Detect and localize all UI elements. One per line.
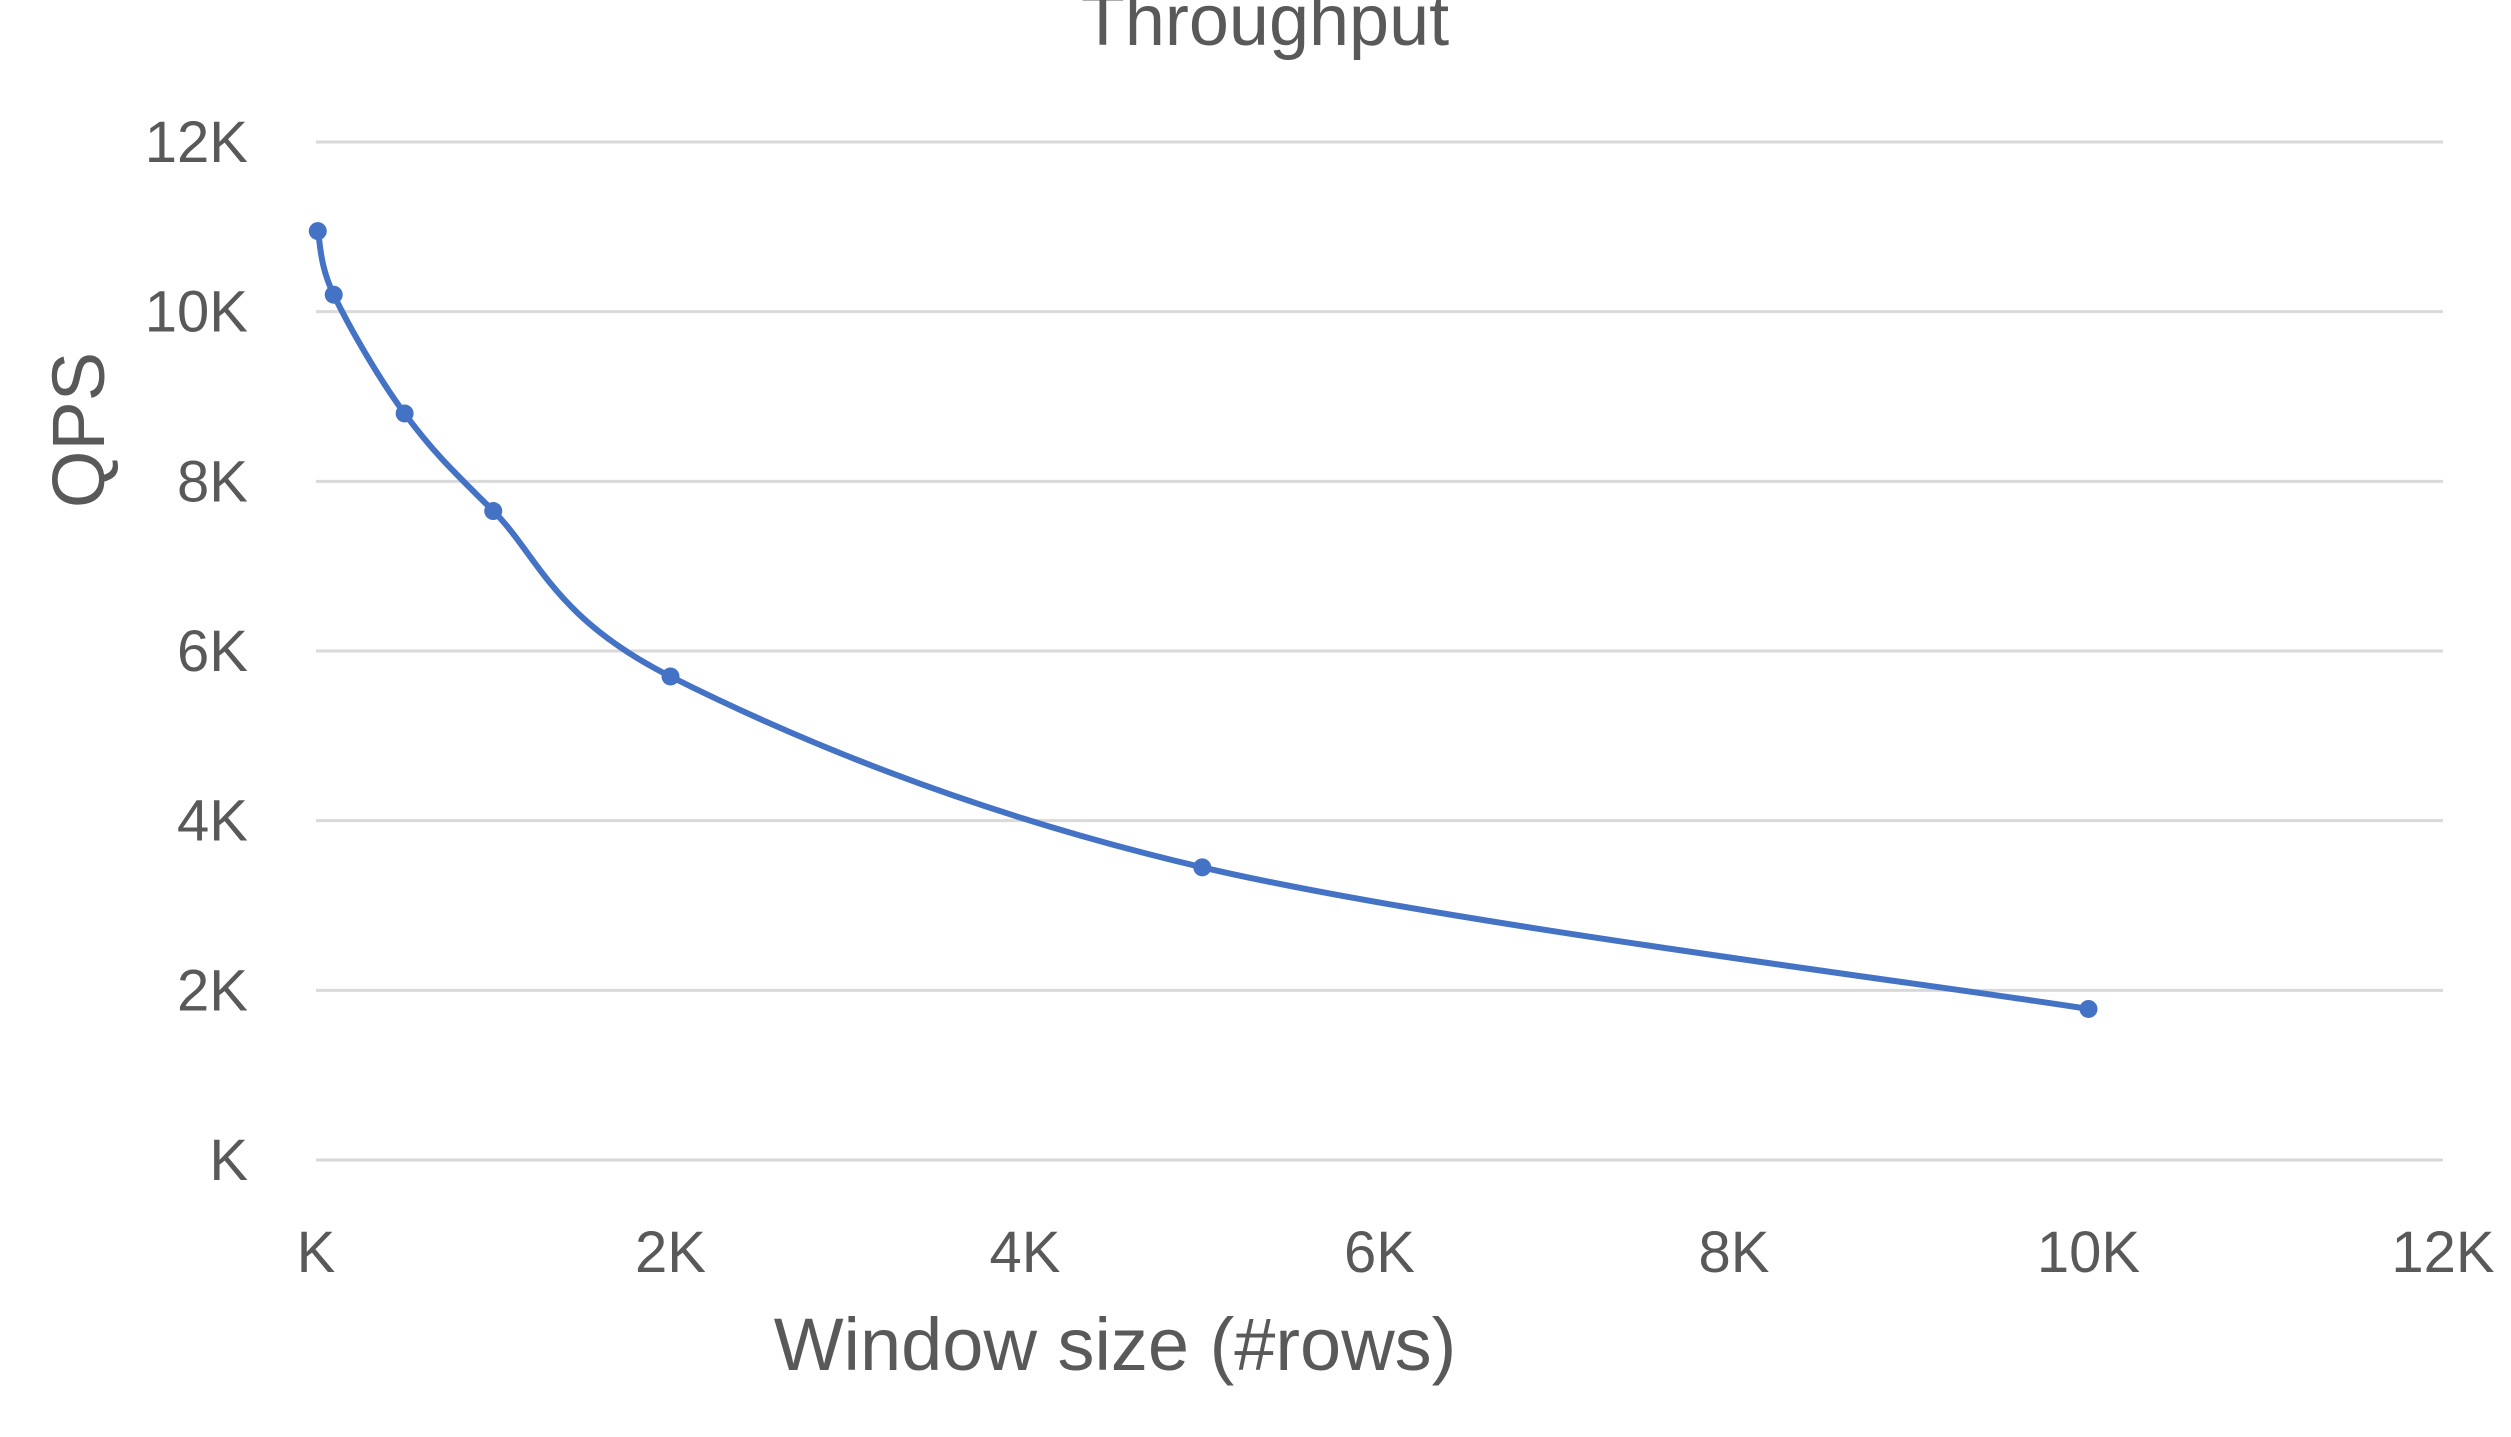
x-tick-label: 8K	[1699, 1220, 1770, 1285]
y-tick-label: 6K	[177, 619, 248, 684]
data-point	[395, 404, 414, 423]
y-axis-tick-labels: K 2K 4K 6K 8K 10K 12K	[145, 110, 249, 1193]
data-point	[1193, 858, 1212, 877]
y-tick-label: 10K	[145, 280, 249, 345]
chart-title: Throughput	[1081, 0, 1449, 61]
y-tick-label: 12K	[145, 110, 249, 175]
gridlines	[316, 140, 2443, 1162]
x-tick-label: 12K	[2391, 1220, 2495, 1285]
y-tick-label: 8K	[177, 449, 248, 514]
series-group	[308, 222, 2098, 1018]
x-tick-label: 10K	[2037, 1220, 2141, 1285]
x-tick-label: 4K	[990, 1220, 1061, 1285]
data-point	[484, 502, 503, 521]
data-point	[308, 222, 327, 241]
x-tick-label: 6K	[1344, 1220, 1415, 1285]
x-tick-label: 2K	[635, 1220, 706, 1285]
x-axis-tick-labels: K 2K 4K 6K 8K 10K 12K	[297, 1220, 2495, 1285]
x-axis-label: Window size (#rows)	[774, 1303, 1457, 1386]
data-point	[324, 285, 343, 304]
x-tick-label: K	[297, 1220, 336, 1285]
y-tick-label: 4K	[177, 789, 248, 854]
y-tick-label: K	[209, 1128, 248, 1193]
y-axis-label: QPS	[37, 352, 120, 508]
series-line	[314, 228, 2092, 1012]
y-tick-label: 2K	[177, 958, 248, 1023]
data-point	[2079, 999, 2098, 1018]
data-point	[661, 667, 680, 686]
